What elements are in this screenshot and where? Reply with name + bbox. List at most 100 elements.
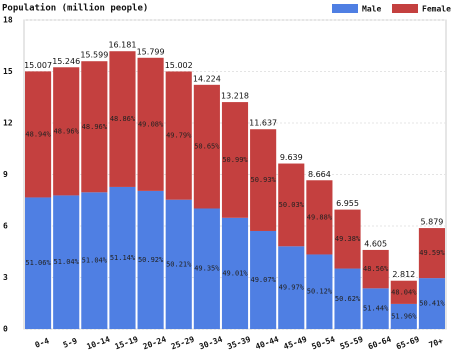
share-label: 50.21% (166, 260, 192, 268)
bar-segment (221, 102, 249, 218)
x-tick-label: 55-59 (339, 335, 365, 352)
total-label: 8.664 (308, 170, 331, 179)
share-label: 51.04% (82, 257, 108, 265)
legend-swatch (392, 4, 418, 13)
share-label: 51.44% (363, 305, 389, 313)
bar-segment (390, 280, 417, 304)
bar-segment (81, 61, 108, 193)
y-tick-label: 6 (3, 222, 8, 231)
share-label: 50.93% (250, 176, 276, 184)
total-label: 2.812 (392, 270, 415, 279)
bar-segment (250, 129, 277, 231)
bar-segment (418, 278, 445, 329)
x-tick-label: 0-4 (34, 336, 51, 349)
x-tick-label: 5-9 (62, 336, 79, 349)
share-label: 49.38% (335, 235, 361, 243)
y-tick-label: 12 (3, 119, 13, 128)
share-label: 48.94% (25, 130, 51, 138)
share-label: 50.03% (279, 201, 305, 209)
total-label: 13.218 (221, 92, 249, 101)
share-label: 49.07% (250, 276, 276, 284)
bar-segment (306, 180, 333, 255)
share-label: 48.04% (391, 288, 417, 296)
x-tick-label: 15-19 (114, 335, 140, 352)
y-tick-label: 18 (3, 16, 13, 25)
bar-segment (362, 249, 389, 289)
share-label: 51.06% (25, 259, 51, 267)
y-tick-label: 9 (3, 170, 8, 179)
share-label: 50.12% (307, 288, 333, 296)
share-label: 48.96% (54, 127, 80, 135)
x-tick-label: 30-34 (198, 335, 224, 352)
bar-segment (278, 163, 305, 247)
share-label: 49.88% (307, 213, 333, 221)
x-tick-label: 35-39 (226, 335, 252, 352)
bar-segment (165, 199, 192, 329)
total-label: 15.599 (80, 51, 108, 60)
share-label: 51.14% (110, 254, 136, 262)
share-label: 49.01% (222, 269, 248, 277)
share-label: 49.59% (419, 249, 445, 257)
share-label: 48.56% (363, 265, 389, 273)
total-label: 14.224 (193, 74, 221, 83)
bar-segment (53, 67, 80, 196)
share-label: 50.62% (335, 295, 361, 303)
total-label: 4.605 (364, 239, 387, 248)
bar-segment (418, 228, 445, 279)
bar-segment (193, 84, 220, 209)
share-label: 49.08% (138, 120, 164, 128)
bar-segment (193, 208, 220, 329)
x-tick-label: 65-69 (395, 335, 421, 352)
x-tick-label: 45-49 (282, 335, 308, 352)
legend-swatch (332, 4, 358, 13)
share-label: 50.65% (194, 143, 220, 151)
total-label: 15.246 (52, 57, 80, 66)
chart-title: Population (million people) (2, 3, 148, 14)
bar-segment (390, 303, 417, 329)
total-label: 15.007 (24, 61, 52, 70)
bar-segment (165, 71, 192, 200)
total-label: 15.002 (165, 61, 193, 70)
share-label: 49.35% (194, 265, 220, 273)
bar-segment (109, 51, 136, 187)
bar-segment (137, 57, 164, 191)
y-tick-label: 15 (3, 67, 13, 76)
bar-segment (137, 190, 164, 329)
share-label: 51.04% (54, 258, 80, 266)
bar-segment (250, 230, 277, 329)
x-tick-label: 25-29 (170, 335, 196, 352)
bar-segment (53, 195, 80, 329)
x-tick-label: 50-54 (311, 335, 337, 352)
share-label: 49.79% (166, 132, 192, 140)
bar-segment (306, 254, 333, 329)
bar-segment (25, 197, 52, 329)
share-label: 51.96% (391, 312, 417, 320)
x-tick-label: 10-14 (85, 335, 111, 352)
total-label: 9.639 (280, 153, 303, 162)
share-label: 50.92% (138, 256, 164, 264)
share-label: 49.97% (279, 284, 305, 292)
total-label: 15.799 (137, 47, 165, 56)
share-label: 48.96% (82, 123, 108, 131)
bar-segment (334, 209, 361, 269)
bar-segment (278, 246, 305, 329)
total-label: 11.637 (249, 119, 277, 128)
share-label: 50.41% (419, 300, 445, 308)
bar-segment (81, 192, 108, 329)
share-label: 48.86% (110, 115, 136, 123)
x-tick-label: 70+ (428, 336, 445, 349)
share-label: 50.99% (222, 156, 248, 164)
total-label: 6.955 (336, 199, 359, 208)
x-tick-label: 20-24 (142, 335, 168, 352)
x-tick-label: 40-44 (254, 335, 280, 352)
y-tick-label: 0 (3, 325, 8, 334)
bar-segment (334, 268, 361, 329)
total-label: 5.879 (420, 218, 443, 227)
total-label: 16.181 (108, 41, 136, 50)
bar-segment (362, 288, 389, 329)
legend-label: Male (362, 5, 381, 14)
bar-segment (221, 217, 249, 329)
bar-segment (25, 71, 52, 198)
bar-segment (109, 186, 136, 329)
